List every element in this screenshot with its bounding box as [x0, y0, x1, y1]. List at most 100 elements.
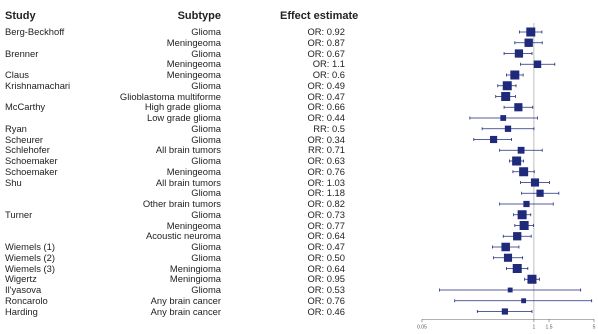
subtype-label: Meningioma — [169, 273, 221, 285]
study-name: Turner — [5, 208, 33, 220]
estimate-marker — [507, 287, 513, 293]
study-name: Berg-Beckhoff — [5, 26, 65, 37]
estimate-label: OR: 0.73 — [307, 208, 345, 220]
estimate-label: OR: 0.87 — [307, 36, 345, 48]
study-column-header: Study — [5, 10, 36, 22]
estimate-label: OR: 0.50 — [307, 251, 345, 263]
estimate-label: OR: 0.92 — [307, 26, 345, 37]
estimate-marker — [514, 103, 523, 112]
estimate-marker — [502, 81, 512, 91]
x-tick-label: 0.05 — [417, 324, 427, 330]
estimate-label: OR: 0.47 — [307, 241, 345, 252]
subtype-label: Glioma — [191, 47, 221, 59]
study-name: Roncarolo — [5, 294, 48, 306]
estimate-label: OR: 0.77 — [307, 219, 345, 231]
subtype-label: Glioma — [191, 79, 221, 91]
estimate-marker — [524, 38, 533, 47]
estimate-label: OR: 1.03 — [307, 176, 345, 188]
estimate-marker — [503, 253, 513, 262]
estimate-label: OR: 1.1 — [312, 58, 345, 70]
subtype-label: Glioma — [191, 208, 221, 220]
estimate-marker — [526, 27, 536, 37]
subtype-label: Any brain cancer — [150, 305, 221, 317]
x-tick-label: 1.5 — [546, 324, 553, 330]
subtype-label: Any brain cancer — [150, 294, 221, 306]
estimate-label: OR: 0.76 — [307, 294, 345, 306]
estimate-marker — [521, 298, 527, 304]
study-name: Shu — [5, 176, 22, 188]
estimate-marker — [512, 156, 522, 166]
estimate-marker — [536, 189, 544, 197]
estimate-marker — [527, 274, 537, 284]
study-name: Brenner — [5, 47, 39, 59]
estimate-label: OR: 0.44 — [307, 112, 345, 123]
study-name: Claus — [5, 69, 29, 80]
estimate-marker — [519, 167, 529, 177]
subtype-label: Glioma — [191, 251, 221, 263]
subtype-label: Glioma — [191, 187, 221, 199]
estimate-label: OR: 0.66 — [307, 101, 345, 113]
study-name: Wiemels (3) — [5, 262, 56, 274]
study-name: Ryan — [5, 122, 27, 134]
subtype-label: Meningeoma — [166, 58, 221, 70]
subtype-label: Glioma — [191, 133, 221, 145]
subtype-label: Meningeoma — [166, 69, 221, 80]
estimate-marker — [530, 178, 540, 187]
subtype-label: Glioma — [191, 155, 221, 166]
estimate-column-header: Effect estimate — [280, 10, 359, 22]
estimate-marker — [523, 200, 530, 208]
subtype-label: Acoustic neuroma — [145, 230, 221, 242]
subtype-label: Glioma — [191, 26, 221, 37]
estimate-label: OR: 1.18 — [307, 187, 345, 199]
subtype-label: Glioma — [191, 284, 221, 295]
estimate-marker — [517, 210, 527, 220]
estimate-label: OR: 0.76 — [307, 165, 345, 177]
estimate-label: OR: 0.64 — [307, 230, 345, 242]
subtype-label: Glioma — [191, 241, 221, 252]
estimate-marker — [510, 70, 520, 80]
subtype-label: All brain tumors — [155, 144, 221, 156]
estimate-label: OR: 0.95 — [307, 273, 345, 285]
estimate-marker — [513, 232, 522, 241]
estimate-label: RR: 0.71 — [308, 144, 345, 156]
estimate-label: OR: 0.64 — [307, 262, 345, 274]
estimate-label: OR: 0.6 — [312, 69, 345, 80]
estimate-marker — [519, 221, 529, 230]
subtype-label: Glioblastoma multiforme — [119, 90, 221, 102]
study-name: Scheurer — [5, 133, 44, 145]
estimate-label: OR: 0.53 — [307, 284, 345, 295]
estimate-marker — [490, 135, 498, 144]
estimate-label: OR: 0.82 — [307, 198, 345, 209]
study-name: Krishnamachari — [5, 79, 71, 91]
study-name: Wiemels (1) — [5, 241, 56, 252]
estimate-marker — [500, 115, 507, 121]
estimate-label: OR: 0.63 — [307, 155, 345, 166]
estimate-label: OR: 0.67 — [307, 47, 345, 59]
estimate-marker — [533, 60, 542, 68]
subtype-label: All brain tumors — [155, 176, 221, 188]
estimate-marker — [501, 92, 511, 101]
estimate-marker — [512, 264, 522, 273]
study-name: Wiemels (2) — [5, 251, 56, 263]
study-name: Il'yasova — [5, 284, 42, 295]
estimate-marker — [504, 125, 512, 132]
subtype-label: Glioma — [191, 122, 221, 134]
subtype-label: Low grade glioma — [146, 112, 221, 123]
subtype-label: Meningeoma — [166, 165, 221, 177]
study-name: Schoemaker — [5, 165, 58, 177]
estimate-label: OR: 0.49 — [307, 79, 345, 91]
estimate-label: OR: 0.47 — [307, 90, 345, 102]
subtype-label: Other brain tumors — [142, 198, 221, 209]
estimate-marker — [501, 308, 508, 315]
estimate-marker — [517, 146, 525, 154]
estimate-marker — [501, 242, 510, 252]
study-name: McCarthy — [5, 101, 46, 113]
x-tick-label: 1 — [532, 324, 535, 330]
subtype-label: Meningeoma — [166, 36, 221, 48]
estimate-label: RR: 0.5 — [313, 122, 345, 134]
estimate-label: OR: 0.34 — [307, 133, 345, 145]
study-name: Schoemaker — [5, 155, 58, 166]
subtype-label: Meningeoma — [166, 219, 221, 231]
study-name: Harding — [5, 305, 38, 317]
